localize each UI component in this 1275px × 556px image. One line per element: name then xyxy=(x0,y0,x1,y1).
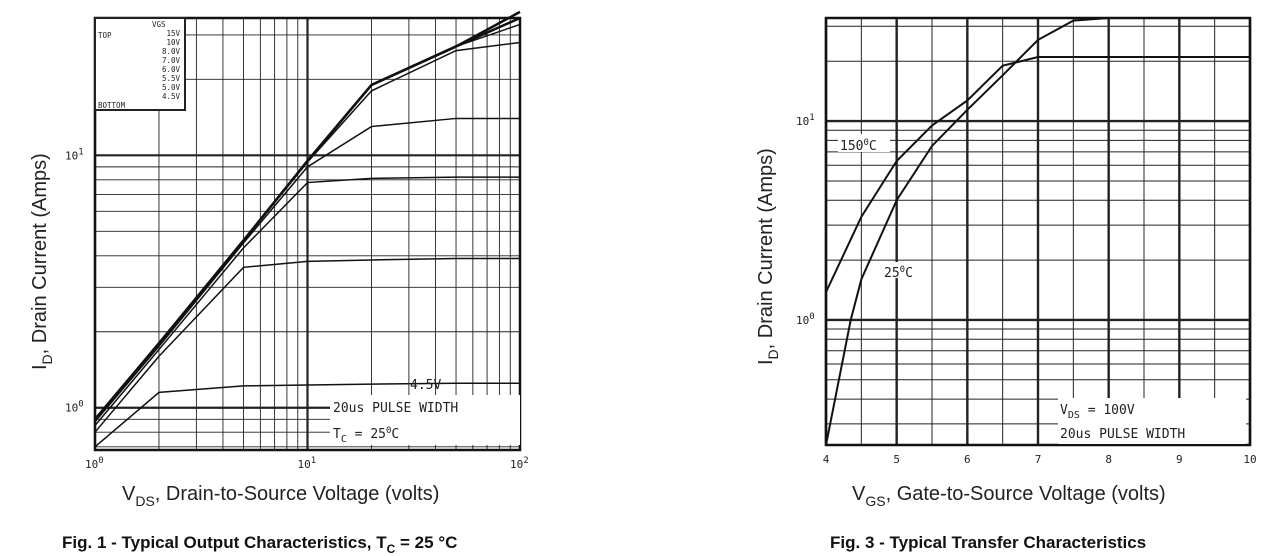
series-line-7.0V xyxy=(94,41,521,420)
chart-output-characteristics: 100 101 102 100 101 xyxy=(65,10,529,471)
series-label-150c: 1500C xyxy=(840,138,877,154)
legend-entry: 10V xyxy=(166,38,180,47)
series-line-4.5V xyxy=(94,382,520,448)
x-tick-label: 102 xyxy=(510,456,529,471)
y-axis-label-fig1: ID, Drain Current (Amps) xyxy=(29,153,55,370)
x-tick-label: 7 xyxy=(1035,453,1042,466)
x-tick-label: 4 xyxy=(823,453,830,466)
caption-fig1: Fig. 1 - Typical Output Characteristics,… xyxy=(62,533,457,556)
legend-entry: 5.0V xyxy=(162,83,181,92)
plot-frame xyxy=(824,16,1252,447)
annotation-pulse-width-fig3: 20us PULSE WIDTH xyxy=(1060,427,1185,442)
series-line-150°C xyxy=(825,56,1250,293)
legend-entry: 8.0V xyxy=(162,47,181,56)
x-tick-label: 6 xyxy=(964,453,971,466)
y-tick-label: 100 xyxy=(796,312,815,327)
plot-frame xyxy=(93,16,522,452)
legend-header: VGS xyxy=(152,20,166,29)
series-line-5.5V xyxy=(94,176,520,427)
legend-entry: 4.5V xyxy=(162,92,181,101)
x-tick-label: 100 xyxy=(85,456,104,471)
x-tick-label: 9 xyxy=(1176,453,1183,466)
chart-transfer-characteristics: 4 5 6 7 8 9 10 100 101 xyxy=(796,16,1257,466)
y-tick-label: 101 xyxy=(796,113,815,128)
annotation-pulse-width-fig1: 20us PULSE WIDTH xyxy=(333,401,458,416)
series-line-25°C xyxy=(825,17,1250,446)
curve-label-4.5v: 4.5V xyxy=(410,378,441,393)
x-axis-label-fig1: VDS, Drain-to-Source Voltage (volts) xyxy=(122,483,439,509)
legend-top: TOP xyxy=(98,31,112,40)
x-axis-label-fig3: VGS, Gate-to-Source Voltage (volts) xyxy=(852,483,1166,509)
x-tick-label: 8 xyxy=(1105,453,1112,466)
legend-entry: 7.0V xyxy=(162,56,181,65)
y-axis-label-fig3: ID, Drain Current (Amps) xyxy=(755,148,781,365)
series-line-5.0V xyxy=(94,257,520,433)
series-line-6.0V xyxy=(94,117,520,423)
legend-fig1: VGS TOP BOTTOM 15V10V8.0V7.0V6.0V5.5V5.0… xyxy=(94,17,186,111)
x-tick-label: 101 xyxy=(298,456,317,471)
series-label-25c: 250C xyxy=(884,265,913,281)
x-tick-label: 5 xyxy=(893,453,900,466)
legend-entry: 5.5V xyxy=(162,74,181,83)
annotation-vds: VDS = 100V xyxy=(1060,403,1135,421)
legend-bottom: BOTTOM xyxy=(98,101,126,110)
y-tick-label: 100 xyxy=(65,400,84,415)
caption-fig3: Fig. 3 - Typical Transfer Characteristic… xyxy=(830,533,1146,552)
legend-entry: 15V xyxy=(166,29,180,38)
y-tick-label: 101 xyxy=(65,147,84,162)
x-tick-label: 10 xyxy=(1243,453,1256,466)
legend-entry: 6.0V xyxy=(162,65,181,74)
annotation-tc-fig1: TC = 250C xyxy=(333,426,399,445)
